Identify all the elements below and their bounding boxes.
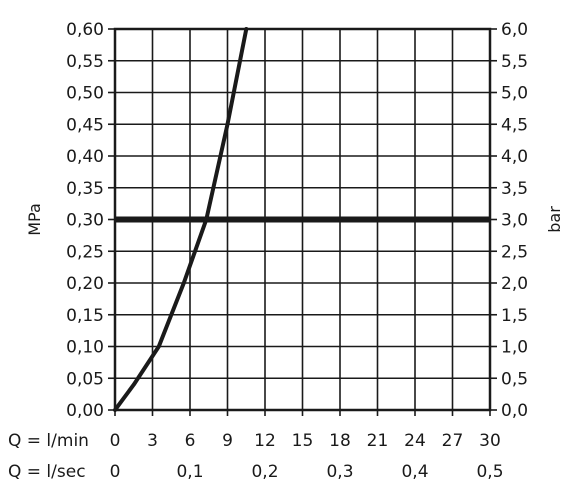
x-lmin-tick-label: 18 xyxy=(329,431,351,451)
right-tick-label: 5,0 xyxy=(501,84,528,104)
left-tick-label: 0,30 xyxy=(66,211,104,231)
left-tick-label: 0,15 xyxy=(66,306,104,326)
left-tick-label: 0,05 xyxy=(66,369,104,389)
left-tick-label: 0,20 xyxy=(66,274,104,294)
x-lmin-tick-label: 21 xyxy=(367,431,389,451)
left-tick-label: 0,45 xyxy=(66,115,104,135)
left-tick-label: 0,60 xyxy=(66,20,104,40)
right-tick-label: 0,0 xyxy=(501,401,528,421)
x-lsec-tick-label: 0,2 xyxy=(251,462,278,482)
x-axis-lsec-prefix: Q = l/sec xyxy=(8,462,86,482)
right-tick-label: 1,5 xyxy=(501,306,528,326)
x-lmin-tick-label: 12 xyxy=(254,431,276,451)
right-axis-label: bar xyxy=(545,206,564,233)
left-tick-label: 0,50 xyxy=(66,84,104,104)
left-tick-label: 0,10 xyxy=(66,338,104,358)
right-tick-label: 2,5 xyxy=(501,242,528,262)
left-axis-label: MPa xyxy=(25,203,44,236)
right-tick-label: 0,5 xyxy=(501,369,528,389)
right-tick-label: 2,0 xyxy=(501,274,528,294)
x-axis-lmin-prefix: Q = l/min xyxy=(8,431,89,451)
x-lsec-tick-label: 0,3 xyxy=(326,462,353,482)
tick-marks xyxy=(108,28,497,416)
x-lmin-tick-label: 27 xyxy=(442,431,464,451)
x-lmin-tick-label: 24 xyxy=(404,431,426,451)
right-tick-label: 5,5 xyxy=(501,52,528,72)
x-lmin-tick-label: 6 xyxy=(185,431,196,451)
left-tick-label: 0,55 xyxy=(66,52,104,72)
x-lsec-tick-label: 0 xyxy=(110,462,121,482)
x-lsec-tick-label: 0,4 xyxy=(401,462,428,482)
x-lmin-tick-label: 9 xyxy=(222,431,233,451)
right-tick-label: 6,0 xyxy=(501,20,528,40)
right-tick-label: 3,5 xyxy=(501,179,528,199)
right-tick-label: 4,5 xyxy=(501,115,528,135)
x-lmin-tick-label: 30 xyxy=(479,431,501,451)
right-tick-label: 3,0 xyxy=(501,211,528,231)
right-tick-label: 4,0 xyxy=(501,147,528,167)
tick-labels: 0,00 0,00,05 0,50,10 1,00,15 1,50,20 2,00,25 2… xyxy=(66,20,528,482)
left-tick-label: 0,40 xyxy=(66,147,104,167)
x-lmin-tick-label: 3 xyxy=(147,431,158,451)
x-lmin-tick-label: 0 xyxy=(110,431,121,451)
left-tick-label: 0,35 xyxy=(66,179,104,199)
left-tick-label: 0,00 xyxy=(66,401,104,421)
x-lsec-tick-label: 0,5 xyxy=(476,462,503,482)
x-lmin-tick-label: 15 xyxy=(292,431,314,451)
left-tick-label: 0,25 xyxy=(66,242,104,262)
x-lsec-tick-label: 0,1 xyxy=(176,462,203,482)
right-tick-label: 1,0 xyxy=(501,338,528,358)
